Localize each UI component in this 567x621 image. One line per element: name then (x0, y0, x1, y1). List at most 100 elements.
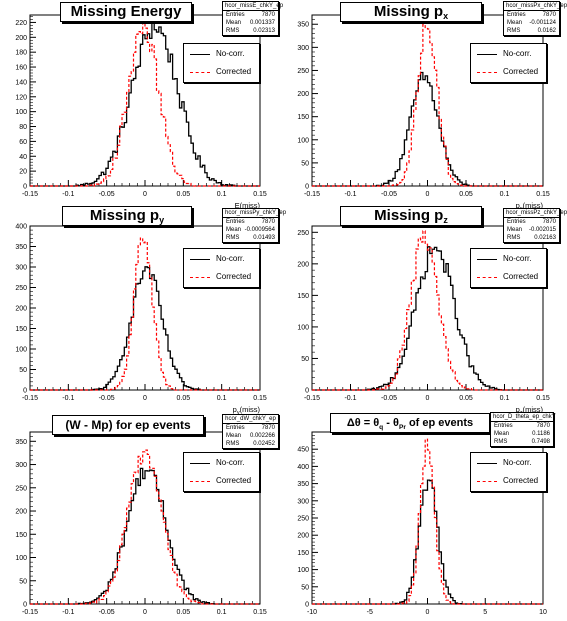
y-tick-label: 40 (19, 154, 27, 161)
stats-label: RMS (507, 235, 521, 241)
stats-value: 0.1186 (532, 431, 550, 437)
stats-label: Mean (507, 227, 523, 233)
legend-item-corr: Corrected (184, 475, 259, 489)
y-tick-label: 200 (297, 533, 309, 540)
legend-swatch (190, 277, 210, 278)
y-tick-label: 350 (297, 22, 309, 29)
stats-row-mean: Mean -0.001124 (504, 19, 559, 27)
legend-swatch (190, 72, 210, 73)
x-tick-label: -0.15 (22, 609, 38, 616)
plot-frame (29, 14, 261, 187)
y-tick-label: 100 (297, 137, 309, 144)
x-tick-label: -0.05 (99, 609, 115, 616)
stats-value: 0.001337 (249, 20, 275, 26)
stats-label: Entries (226, 425, 245, 431)
y-tick-label: 120 (15, 94, 27, 101)
x-tick-label: -0.15 (22, 191, 38, 198)
plot-title: (W - Mp) for ep events (52, 415, 204, 435)
y-tick-label: 0 (305, 602, 309, 609)
y-tick-label: 200 (15, 35, 27, 42)
y-tick-label: 0 (23, 184, 27, 191)
stats-value: 0.02163 (534, 235, 556, 241)
stats-label: Entries (226, 219, 245, 225)
y-tick-label: 150 (297, 550, 309, 557)
x-axis-label: E(miss) (235, 201, 261, 210)
x-tick-label: 0.15 (253, 395, 267, 402)
y-tick-label: 300 (15, 462, 27, 469)
stats-label: Mean (226, 227, 242, 233)
legend-item-nocorr: No-corr. (184, 457, 259, 471)
plot-title: Missing pz (340, 206, 482, 226)
x-tick-label: -0.05 (381, 191, 397, 198)
x-tick-label: 0.15 (253, 609, 267, 616)
legend-item-nocorr: No-corr. (184, 48, 259, 62)
stats-label: Entries (494, 423, 513, 429)
stats-row-entries: Entries 7870 (504, 218, 559, 226)
legend-label: No-corr. (503, 458, 532, 467)
stats-value: 0.0162 (537, 28, 556, 34)
legend-label: No-corr. (503, 49, 532, 58)
legend-label: No-corr. (216, 49, 245, 58)
x-tick-label: 0.05 (459, 191, 473, 198)
x-tick-label: 0.1 (217, 609, 227, 616)
x-tick-label: -0.1 (344, 395, 356, 402)
y-tick-label: 400 (297, 464, 309, 471)
stats-row-rms: RMS 0.7498 (491, 438, 553, 446)
stats-row-mean: Mean 0.002266 (223, 432, 278, 440)
y-tick-label: 80 (19, 124, 27, 131)
y-tick-label: 250 (297, 230, 309, 237)
legend-label: Corrected (503, 272, 539, 281)
x-tick-label: 0.1 (500, 191, 510, 198)
plot-title: Missing Energy (60, 2, 192, 22)
legend-swatch (477, 54, 497, 55)
x-axis-label: py(miss) (233, 405, 261, 416)
y-tick-label: 100 (297, 324, 309, 331)
legend-swatch (190, 463, 210, 464)
x-tick-label: -0.1 (344, 191, 356, 198)
corrected-histogram (30, 237, 260, 391)
y-tick-label: 50 (19, 578, 27, 585)
legend-label: Corrected (216, 272, 252, 281)
y-tick-label: 350 (297, 481, 309, 488)
y-tick-label: 220 (15, 20, 27, 27)
y-tick-label: 100 (15, 109, 27, 116)
histogram-panel-5: -0.15 -0.1 -0.05 0 0.05 0.1 0.15 0 50 100 150 200 25… (15, 431, 267, 616)
stats-label: Mean (226, 433, 242, 439)
x-tick-label: 0.05 (177, 395, 191, 402)
plot-title: Missing py (62, 206, 192, 226)
y-tick-label: 250 (15, 285, 27, 292)
y-tick-label: 150 (297, 293, 309, 300)
x-tick-label: 0.1 (217, 395, 227, 402)
legend: No-corr. Corrected (183, 452, 260, 492)
y-tick-label: 0 (23, 602, 27, 609)
legend-item-nocorr: No-corr. (471, 48, 546, 62)
stats-value: 0.01493 (253, 235, 275, 241)
stats-label: RMS (494, 439, 508, 445)
x-tick-label: 0 (426, 609, 430, 616)
stats-row-rms: RMS 0.02452 (223, 440, 278, 448)
stats-label: RMS (226, 235, 240, 241)
y-tick-label: 50 (301, 356, 309, 363)
nocorr-histogram (312, 246, 543, 391)
stats-row-rms: RMS 0.0162 (504, 27, 559, 35)
stats-value: 7870 (542, 12, 556, 18)
y-tick-label: 0 (23, 388, 27, 395)
y-tick-label: 50 (19, 367, 27, 374)
plot-title: Missing px (340, 2, 482, 22)
legend-swatch (477, 463, 497, 464)
stats-histogram-name: hcor_missPy_chkY_ep (223, 210, 287, 218)
legend-swatch (190, 259, 210, 260)
x-tick-label: -0.15 (304, 191, 320, 198)
stats-row-mean: Mean 0.1186 (491, 430, 553, 438)
legend-item-nocorr: No-corr. (184, 253, 259, 267)
y-tick-label: 200 (15, 306, 27, 313)
x-tick-label: -0.15 (22, 395, 38, 402)
stats-row-entries: Entries 7870 (491, 422, 553, 430)
x-tick-label: 0.15 (253, 191, 267, 198)
stats-value: -0.0009564 (244, 227, 275, 233)
stats-label: Entries (226, 12, 245, 18)
stats-value: -0.002015 (528, 227, 556, 233)
x-tick-label: 0.05 (177, 191, 191, 198)
x-tick-label: 5 (483, 609, 487, 616)
